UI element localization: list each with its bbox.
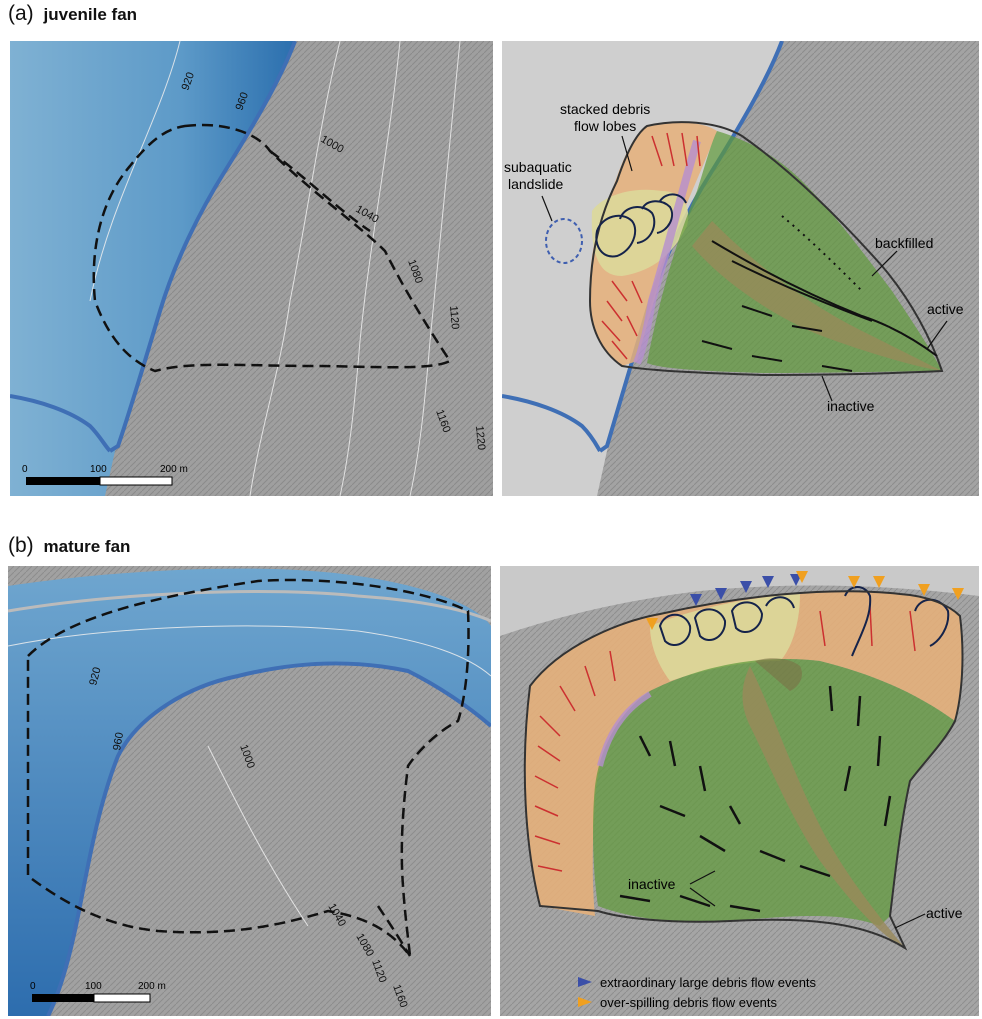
- annotation-active: active: [927, 301, 964, 317]
- scale-tick: 200 m: [160, 464, 188, 475]
- map-a-right: stacked debris flow lobes subaquatic lan…: [502, 41, 979, 496]
- contour-label: 920: [180, 71, 198, 92]
- annotation-subaquatic-2: landslide: [508, 176, 563, 192]
- panel-b-label: (b) mature fan: [8, 534, 130, 558]
- active-channel: [742, 666, 905, 948]
- fan-area: [593, 659, 955, 926]
- contour-label: 960: [111, 731, 126, 751]
- annotation-stacked: stacked debris: [560, 101, 650, 117]
- annotation-stacked-2: flow lobes: [574, 118, 636, 134]
- event-arrows: [646, 571, 964, 630]
- contour-label: 1220: [473, 425, 487, 450]
- shoreline: [108, 41, 297, 453]
- landslide-outline: [545, 218, 583, 264]
- panel-b-letter: (b): [8, 534, 34, 557]
- scale-bar: 0 100 200 m: [30, 981, 166, 1003]
- map-b-right: inactive active extraordinary large debr…: [500, 566, 979, 1016]
- scale-tick: 200 m: [138, 981, 166, 992]
- contour-label: 920: [87, 666, 103, 687]
- contour-label: 960: [234, 91, 252, 112]
- scale-tick: 100: [90, 464, 107, 475]
- lake-area: [8, 568, 491, 1016]
- annotation-subaquatic: subaquatic: [504, 159, 572, 175]
- panel-a-title: juvenile fan: [43, 5, 138, 24]
- lake-area: [10, 41, 295, 496]
- legend: extraordinary large debris flow events o…: [578, 975, 817, 1010]
- annotation-active: active: [926, 905, 963, 921]
- annotation-inactive: inactive: [827, 398, 875, 414]
- active-channel: [692, 221, 942, 371]
- map-a-left: 920 960 1000 1040 1080 1120 1160 1220 0 …: [10, 41, 493, 496]
- annotation-inactive: inactive: [628, 876, 676, 892]
- map-b-left: 920 960 1000 1040 1080 1120 1160 0 100 2…: [8, 566, 491, 1016]
- scale-tick: 100: [85, 981, 102, 992]
- scale-bar: 0 100 200 m: [22, 464, 188, 486]
- panel-a-label: (a) juvenile fan: [8, 2, 137, 26]
- annotation-backfilled: backfilled: [875, 235, 933, 251]
- contour-label: 1120: [447, 305, 461, 330]
- legend-label: extraordinary large debris flow events: [600, 975, 817, 990]
- panel-a-letter: (a): [8, 2, 34, 25]
- legend-label: over-spilling debris flow events: [600, 995, 778, 1010]
- panel-b-title: mature fan: [43, 537, 131, 556]
- fan-area: [647, 131, 942, 373]
- fan-outline: [26, 578, 470, 961]
- scale-tick: 0: [30, 981, 36, 992]
- shoreline: [46, 661, 491, 1016]
- fan-outline: [92, 123, 452, 373]
- scale-tick: 0: [22, 464, 28, 475]
- slope-zone: [524, 591, 963, 916]
